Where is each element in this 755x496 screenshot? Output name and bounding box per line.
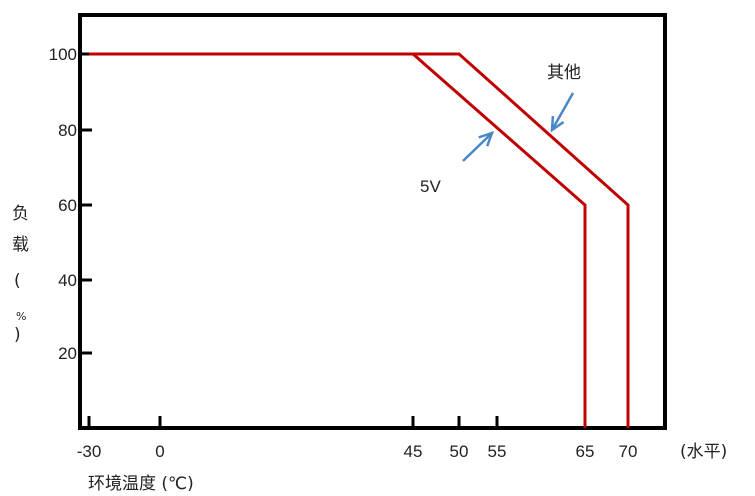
- x-tick-label: 70: [619, 442, 638, 461]
- x-axis-label-suffix: (水平): [680, 442, 727, 462]
- series-lines: [89, 52, 630, 428]
- y-axis-label-char-2: 载: [12, 235, 29, 255]
- x-tick-label: 0: [155, 442, 164, 461]
- y-axis-ticks: 20 40 60 80 100: [49, 45, 92, 363]
- x-tick-label: 50: [450, 442, 469, 461]
- plot-frame: [78, 13, 667, 430]
- y-tick-label: 20: [58, 344, 77, 363]
- x-tick-label: 45: [404, 442, 423, 461]
- y-axis-label-char-3: (: [14, 271, 21, 291]
- series-line-other: [89, 52, 630, 428]
- arrow-5v: [462, 131, 495, 162]
- series-line-5v: [89, 52, 587, 428]
- y-tick-label: 100: [49, 45, 77, 64]
- plot-border: [78, 13, 667, 430]
- y-tick-label: 40: [58, 271, 77, 290]
- series-label-other: 其他: [547, 63, 581, 83]
- x-axis-label: 环境温度 (℃): [88, 474, 194, 494]
- arrow-other: [550, 92, 575, 133]
- series-label-5v: 5V: [420, 177, 441, 196]
- x-tick-label: -30: [77, 442, 102, 461]
- x-tick-label: 65: [576, 442, 595, 461]
- x-axis-ticks: -30 0 45 50 55 65 70: [77, 416, 638, 461]
- y-axis-label-char-1: 负: [12, 204, 29, 224]
- y-tick-label: 60: [58, 196, 77, 215]
- y-tick-label: 80: [58, 121, 77, 140]
- x-tick-label: 55: [488, 442, 507, 461]
- y-axis-label-char-5: ): [14, 325, 21, 345]
- y-axis-label-char-4: %: [16, 310, 26, 323]
- annotations: 其他 5V: [420, 63, 581, 196]
